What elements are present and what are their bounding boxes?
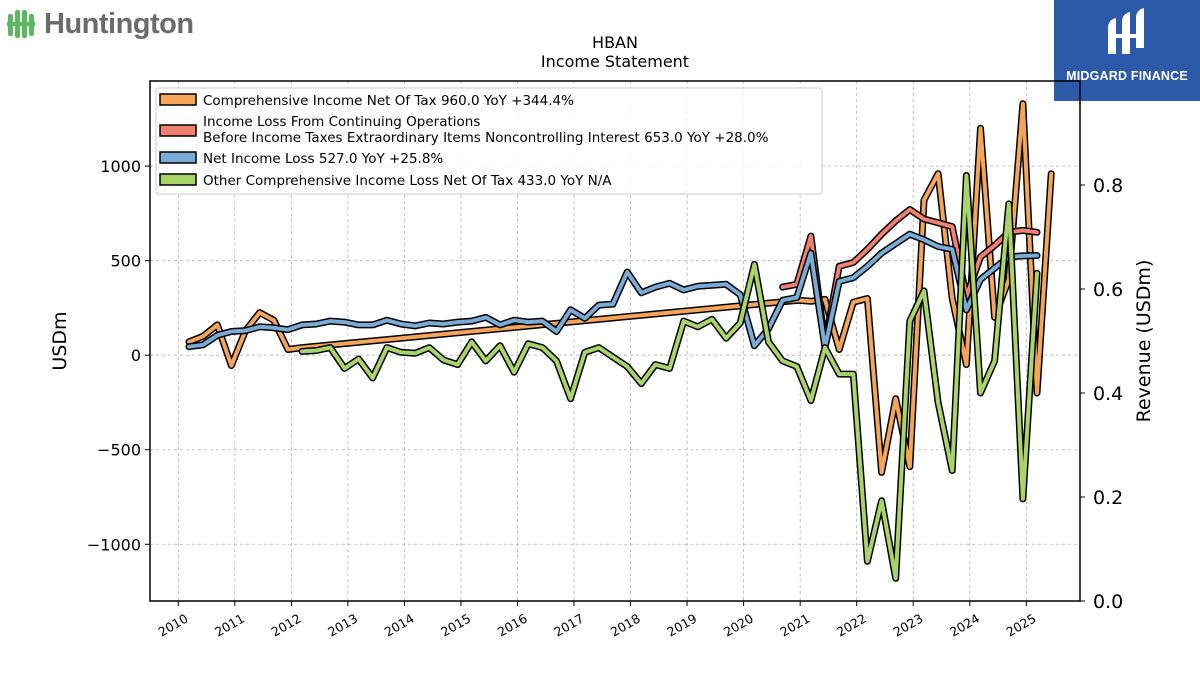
plot-frame — [149, 80, 1081, 602]
y2-tick-label: 0.8 — [1093, 175, 1123, 197]
legend-swatch-net-income — [159, 151, 197, 164]
x-tick-label: 2017 — [551, 611, 586, 640]
legend-swatch-comprehensive — [159, 93, 197, 106]
y2-tick-label: 0.4 — [1093, 383, 1123, 405]
series-line-3 — [300, 173, 1039, 581]
legend-label-oci: Other Comprehensive Income Loss Net Of T… — [203, 173, 612, 189]
legend-swatch-oci — [159, 173, 197, 186]
y2-tick-label: 0.6 — [1093, 279, 1123, 301]
midgard-logo-icon — [1108, 8, 1144, 54]
x-tick-label: 2015 — [438, 611, 473, 640]
midgard-logo-text: MIDGARD FINANCE — [1066, 69, 1188, 83]
x-tick-label: 2020 — [721, 611, 756, 640]
y-tick-label: −1000 — [87, 535, 141, 554]
series-line-2 — [187, 232, 1039, 350]
huntington-logo-icon — [7, 10, 35, 38]
midgard-finance-logo: MIDGARD FINANCE — [1054, 0, 1200, 101]
x-tick-label: 2025 — [1004, 611, 1039, 640]
x-tick-label: 2014 — [382, 611, 417, 640]
x-tick-label: 2010 — [155, 611, 190, 640]
y-tick-label: 0 — [131, 346, 141, 365]
y-tick-label: 1000 — [100, 157, 141, 176]
legend: Comprehensive Income Net Of Tax 960.0 Yo… — [155, 87, 823, 195]
x-tick-label: 2024 — [947, 611, 982, 640]
y2-axis-label: Revenue (USDm) — [1133, 260, 1155, 423]
legend-box — [155, 87, 823, 195]
legend-label-comprehensive: Comprehensive Income Net Of Tax 960.0 Yo… — [203, 93, 574, 109]
x-tick-label: 2022 — [834, 611, 869, 640]
huntington-logo-text: Huntington — [44, 7, 194, 40]
chart-subtitle: Income Statement — [541, 52, 689, 71]
legend-label-income-loss-line2: Before Income Taxes Extraordinary Items … — [203, 130, 769, 146]
y-tick-label: 500 — [110, 252, 141, 271]
x-tick-label: 2011 — [212, 611, 247, 640]
y-tick-label: −500 — [97, 441, 141, 460]
y-axis-label: USDm — [49, 311, 71, 370]
x-tick-label: 2018 — [608, 611, 643, 640]
series-lines — [185, 100, 1055, 582]
series-line-0 — [187, 101, 1054, 475]
huntington-logo: Huntington — [4, 4, 194, 44]
legend-label-net-income: Net Income Loss 527.0 YoY +25.8% — [203, 151, 443, 167]
series-outline-3 — [298, 172, 1041, 582]
x-tick-label: 2013 — [325, 611, 360, 640]
legend-swatch-income-loss — [159, 124, 197, 137]
legend-label-income-loss-line1: Income Loss From Continuing Operations — [203, 114, 480, 130]
x-tick-label: 2019 — [664, 611, 699, 640]
x-tick-label: 2016 — [495, 611, 530, 640]
y2-tick-label: 0.2 — [1093, 487, 1123, 509]
y2-tick-label: 0.0 — [1093, 591, 1123, 613]
chart-title: HBAN — [592, 33, 638, 52]
x-tick-label: 2023 — [890, 611, 925, 640]
x-tick-label: 2012 — [269, 611, 304, 640]
x-tick-label: 2021 — [777, 611, 812, 640]
